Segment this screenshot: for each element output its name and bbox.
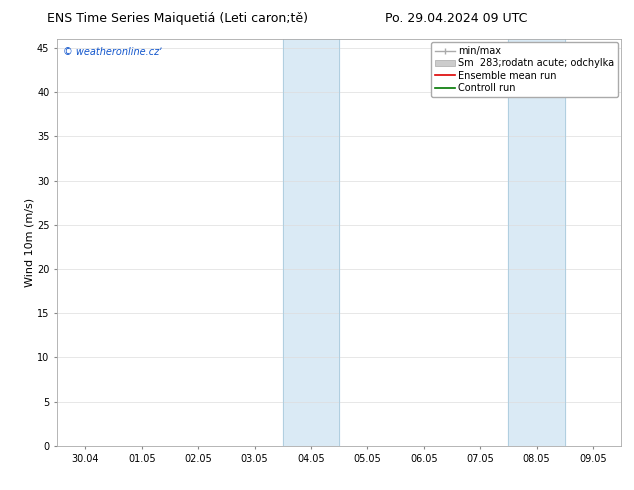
- Bar: [508, 39, 565, 446]
- Legend: min/max, Sm  283;rodatn acute; odchylka, Ensemble mean run, Controll run: min/max, Sm 283;rodatn acute; odchylka, …: [431, 42, 618, 97]
- Text: ENS Time Series Maiquetiá (Leti caron;tě): ENS Time Series Maiquetiá (Leti caron;tě…: [47, 12, 308, 25]
- Y-axis label: Wind 10m (m/s): Wind 10m (m/s): [24, 198, 34, 287]
- Text: © weatheronline.czʼ: © weatheronline.czʼ: [63, 48, 162, 57]
- Text: Po. 29.04.2024 09 UTC: Po. 29.04.2024 09 UTC: [385, 12, 527, 25]
- Bar: [283, 39, 339, 446]
